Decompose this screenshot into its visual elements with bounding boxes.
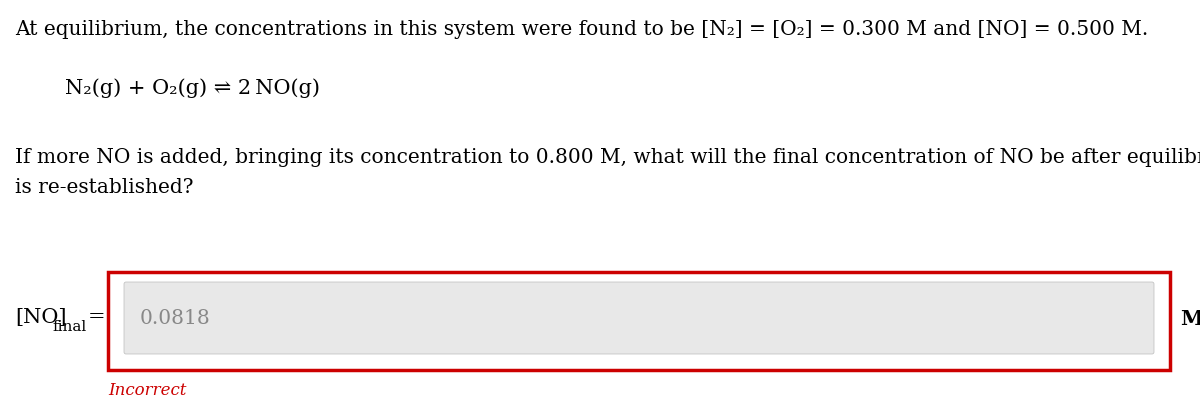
Text: If more NO is added, bringing its concentration to 0.800 M, what will the final : If more NO is added, bringing its concen… [14, 148, 1200, 167]
Text: is re-established?: is re-established? [14, 178, 193, 197]
Text: 0.0818: 0.0818 [140, 309, 211, 327]
Text: [NO]: [NO] [14, 307, 66, 327]
Text: Incorrect: Incorrect [108, 382, 186, 399]
Text: At equilibrium, the concentrations in this system were found to be [N₂] = [O₂] =: At equilibrium, the concentrations in th… [14, 20, 1148, 39]
Text: final: final [52, 320, 86, 334]
Text: M: M [1180, 309, 1200, 329]
FancyBboxPatch shape [124, 282, 1154, 354]
Bar [108, 272, 1170, 370]
Text: N₂(g) + O₂(g) ⇌ 2 NO(g): N₂(g) + O₂(g) ⇌ 2 NO(g) [65, 78, 320, 98]
Text: =: = [88, 307, 106, 327]
